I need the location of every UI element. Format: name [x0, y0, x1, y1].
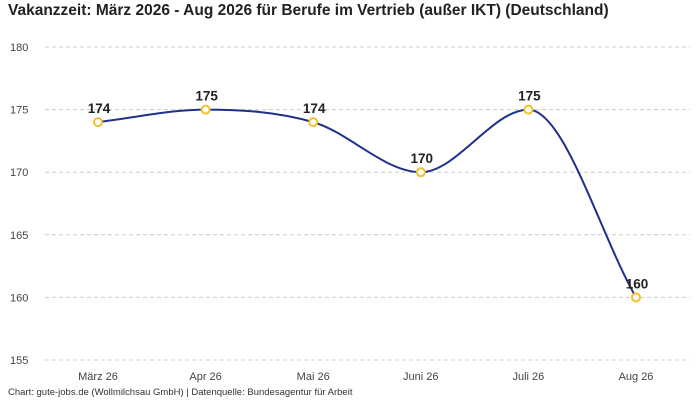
- data-label: 175: [518, 89, 541, 104]
- y-axis-ticks: 155 160 165 170 175 180: [10, 42, 28, 367]
- data-label: 174: [88, 101, 111, 116]
- y-tick-label: 180: [10, 42, 28, 54]
- x-tick-label: März 26: [78, 371, 118, 383]
- series-line-layer: [97, 108, 637, 298]
- data-label: 174: [303, 101, 326, 116]
- x-tick-label: Mai 26: [297, 371, 330, 383]
- y-tick-label: 160: [10, 292, 28, 304]
- data-label: 160: [626, 276, 649, 291]
- y-tick-label: 170: [10, 167, 28, 179]
- x-tick-label: Apr 26: [189, 371, 221, 383]
- y-tick-label: 165: [10, 230, 28, 242]
- gridlines: [45, 46, 690, 361]
- data-point: [200, 104, 211, 115]
- y-tick-label: 175: [10, 105, 28, 117]
- x-axis-ticks: März 26 Apr 26 Mai 26 Juni 26 Juli 26 Aug 26: [78, 371, 653, 383]
- data-points: [93, 104, 641, 303]
- data-point: [415, 167, 426, 178]
- data-point: [308, 117, 319, 128]
- x-tick-label: Juli 26: [513, 371, 545, 383]
- y-tick-label: 155: [10, 355, 28, 367]
- data-label: 175: [195, 89, 218, 104]
- chart-title: Vakanzzeit: März 2026 - Aug 2026 für Ber…: [8, 2, 609, 19]
- data-label: 170: [411, 151, 434, 166]
- data-point: [631, 292, 641, 303]
- data-point: [523, 104, 534, 115]
- data-point: [93, 117, 103, 128]
- series-line: [97, 108, 637, 298]
- x-tick-label: Aug 26: [619, 371, 654, 383]
- chart-footer: Chart: gute-jobs.de (Wollmilchsau GmbH) …: [8, 387, 353, 398]
- x-tick-label: Juni 26: [403, 371, 438, 383]
- data-labels: 174 175 174 170 175 160: [88, 89, 649, 292]
